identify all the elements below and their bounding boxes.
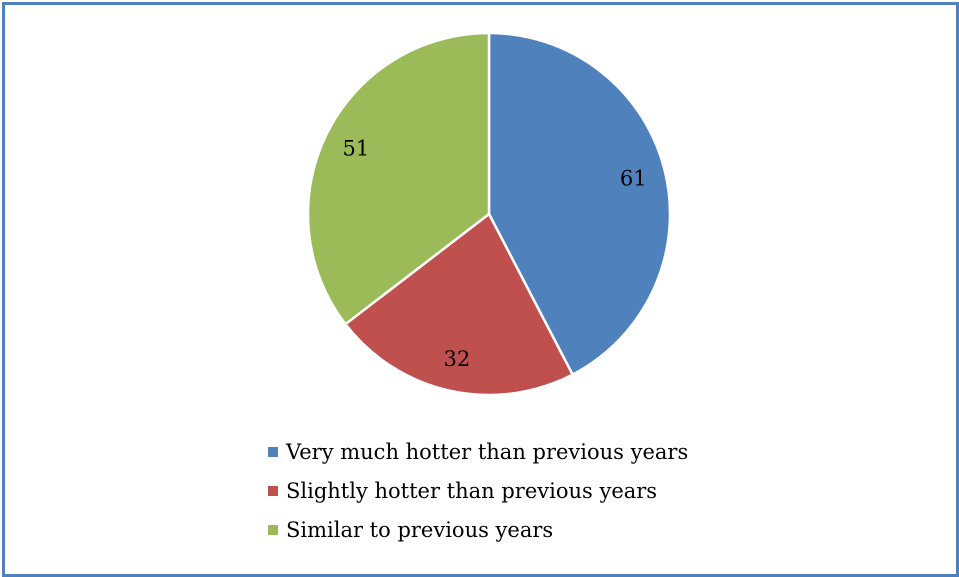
legend-swatch (268, 485, 278, 496)
legend-item-slightly-hotter: Slightly hotter than previous years (268, 471, 688, 510)
pie-slices (306, 31, 672, 397)
legend-item-very-much-hotter: Very much hotter than previous years (268, 432, 688, 471)
pie-data-labels: 61 32 51 (343, 136, 647, 371)
legend-label: Very much hotter than previous years (286, 439, 689, 464)
legend-item-similar: Similar to previous years (268, 510, 688, 549)
data-label-0: 61 (620, 167, 647, 191)
pie-slice-1 (344, 212, 574, 397)
legend-label: Similar to previous years (286, 517, 554, 542)
legend-label: Slightly hotter than previous years (286, 478, 658, 503)
legend-swatch (268, 446, 278, 457)
data-label-2: 51 (343, 136, 370, 160)
legend-swatch (268, 524, 278, 535)
data-label-1: 32 (444, 347, 471, 371)
pie-slice-2 (306, 31, 491, 326)
pie-slice-0 (487, 31, 672, 376)
chart-legend: Very much hotter than previous years Sli… (268, 432, 688, 549)
